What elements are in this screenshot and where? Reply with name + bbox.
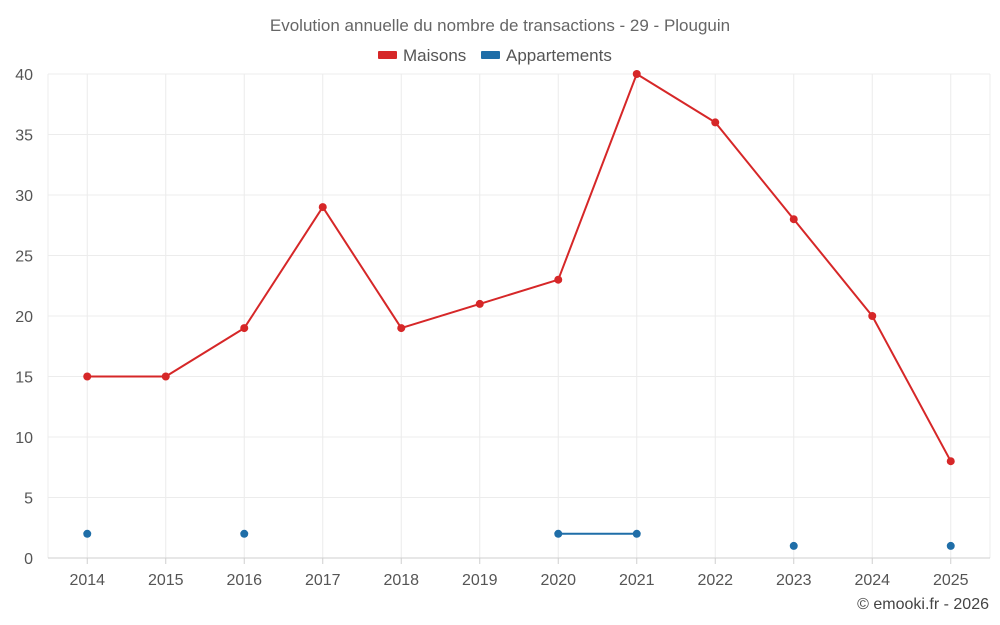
data-point-maisons[interactable] bbox=[711, 118, 720, 127]
data-point-appartements[interactable] bbox=[632, 529, 641, 538]
legend: Maisons Appartements bbox=[378, 46, 612, 65]
legend-swatch-maisons bbox=[378, 51, 397, 59]
legend-label-maisons: Maisons bbox=[403, 46, 466, 65]
y-tick-label: 40 bbox=[15, 67, 33, 84]
data-point-maisons[interactable] bbox=[789, 215, 798, 224]
data-point-maisons[interactable] bbox=[868, 312, 877, 320]
x-tick-label: 2024 bbox=[854, 572, 890, 589]
data-point-maisons[interactable] bbox=[397, 324, 406, 333]
data-point-maisons[interactable] bbox=[632, 70, 641, 78]
x-tick-label: 2016 bbox=[226, 572, 262, 589]
x-tick-label: 2025 bbox=[933, 572, 969, 589]
grid bbox=[47, 73, 991, 558]
y-tick-label: 5 bbox=[24, 491, 33, 508]
x-tick-label: 2015 bbox=[148, 572, 184, 589]
legend-item-maisons[interactable]: Maisons bbox=[378, 46, 466, 65]
series-layer bbox=[83, 70, 955, 550]
series-line-maisons bbox=[87, 73, 952, 462]
y-tick-label: 15 bbox=[15, 370, 33, 387]
credit-text: © emooki.fr - 2026 bbox=[857, 596, 989, 613]
data-point-maisons[interactable] bbox=[161, 372, 170, 381]
data-point-appartements[interactable] bbox=[554, 529, 563, 538]
x-tick-label: 2017 bbox=[305, 572, 341, 589]
data-point-maisons[interactable] bbox=[83, 372, 92, 381]
legend-label-appartements: Appartements bbox=[506, 46, 612, 65]
y-tick-label: 30 bbox=[15, 188, 33, 205]
y-tick-label: 20 bbox=[15, 309, 33, 326]
series-appartements bbox=[83, 529, 955, 550]
data-point-appartements[interactable] bbox=[240, 529, 249, 538]
x-tick-label: 2021 bbox=[619, 572, 655, 589]
legend-swatch-appartements bbox=[481, 51, 500, 59]
data-point-appartements[interactable] bbox=[83, 529, 92, 538]
x-tick-label: 2014 bbox=[69, 572, 105, 589]
data-point-appartements[interactable] bbox=[946, 541, 955, 550]
x-tick-label: 2020 bbox=[540, 572, 576, 589]
y-tick-label: 10 bbox=[15, 430, 33, 447]
data-point-maisons[interactable] bbox=[475, 299, 484, 308]
data-point-maisons[interactable] bbox=[318, 203, 327, 212]
chart-title: Evolution annuelle du nombre de transact… bbox=[270, 16, 730, 35]
x-tick-label: 2022 bbox=[697, 572, 733, 589]
data-point-maisons[interactable] bbox=[554, 275, 563, 284]
legend-item-appartements[interactable]: Appartements bbox=[481, 46, 612, 65]
x-tick-label: 2019 bbox=[462, 572, 498, 589]
y-tick-label: 0 bbox=[24, 551, 33, 568]
data-point-maisons[interactable] bbox=[240, 324, 249, 333]
y-tick-label: 25 bbox=[15, 249, 33, 266]
x-tick-label: 2018 bbox=[383, 572, 419, 589]
y-tick-label: 35 bbox=[15, 128, 33, 145]
x-tick-label: 2023 bbox=[776, 572, 812, 589]
series-maisons bbox=[83, 70, 955, 466]
data-point-appartements[interactable] bbox=[789, 541, 798, 550]
data-point-maisons[interactable] bbox=[946, 457, 955, 466]
